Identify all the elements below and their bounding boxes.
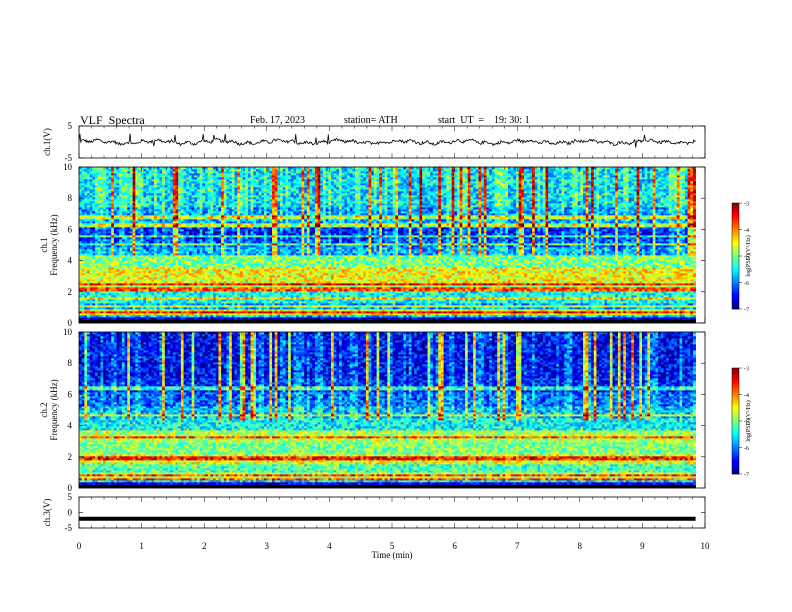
- x-tick-label: 4: [327, 541, 332, 551]
- colorbar-tick-label: -4: [744, 228, 749, 234]
- ch1-colorbar-label: log(PSD)(V²/Hz): [745, 235, 752, 276]
- ch1-colorbar: [732, 203, 739, 309]
- ch2-colorbar: [732, 368, 739, 474]
- x-axis-label: Time (min): [372, 550, 413, 560]
- ch1-spectrogram-image: [79, 167, 696, 323]
- ch1-channel-label: ch.1: [39, 237, 49, 252]
- colorbar-tick-label: -6: [744, 281, 749, 287]
- colorbar-tick-label: -3: [744, 202, 749, 208]
- x-tick-label: 1: [139, 541, 144, 551]
- x-tick-label: 9: [640, 541, 645, 551]
- y-tick-label: 6: [68, 224, 73, 234]
- y-tick-label: 5: [68, 492, 73, 502]
- ch2-channel-label: ch.2: [39, 402, 49, 417]
- ch2-spectrogram-image: [79, 332, 696, 488]
- y-tick-label: 8: [68, 193, 73, 203]
- y-tick-label: 4: [68, 421, 73, 431]
- colorbar-tick-label: -3: [744, 367, 749, 373]
- y-tick-label: 5: [68, 121, 73, 131]
- x-tick-label: 6: [452, 541, 457, 551]
- x-tick-label: 2: [202, 541, 207, 551]
- ch1-waveform-line: [79, 134, 696, 148]
- colorbar-tick-label: -7: [744, 308, 749, 314]
- y-tick-label: 4: [68, 256, 73, 266]
- ch1-voltage-axis-label: ch.1(V): [42, 128, 52, 156]
- y-tick-label: 10: [63, 162, 73, 172]
- ch1-frequency-axis-label: Frequency (kHz): [49, 214, 59, 275]
- y-tick-label: 2: [68, 287, 73, 297]
- x-tick-label: 10: [701, 541, 711, 551]
- y-tick-label: 10: [63, 327, 73, 337]
- colorbar-tick-label: -7: [744, 473, 749, 479]
- y-tick-label: 6: [68, 389, 73, 399]
- x-tick-label: 8: [578, 541, 583, 551]
- colorbar-tick-label: -6: [744, 446, 749, 452]
- ch3-voltage-axis-label: ch.3(V): [42, 499, 52, 527]
- x-tick-label: 3: [265, 541, 270, 551]
- y-tick-label: 0: [68, 508, 73, 518]
- colorbar-tick-label: -4: [744, 393, 749, 399]
- x-tick-label: 0: [77, 541, 82, 551]
- y-tick-label: 8: [68, 358, 73, 368]
- x-tick-label: 7: [515, 541, 520, 551]
- ch2-frequency-axis-label: Frequency (kHz): [49, 379, 59, 440]
- y-tick-label: 2: [68, 452, 73, 462]
- ch2-colorbar-label: log(PSD)(V²/Hz): [745, 400, 752, 441]
- y-tick-label: -5: [65, 523, 73, 533]
